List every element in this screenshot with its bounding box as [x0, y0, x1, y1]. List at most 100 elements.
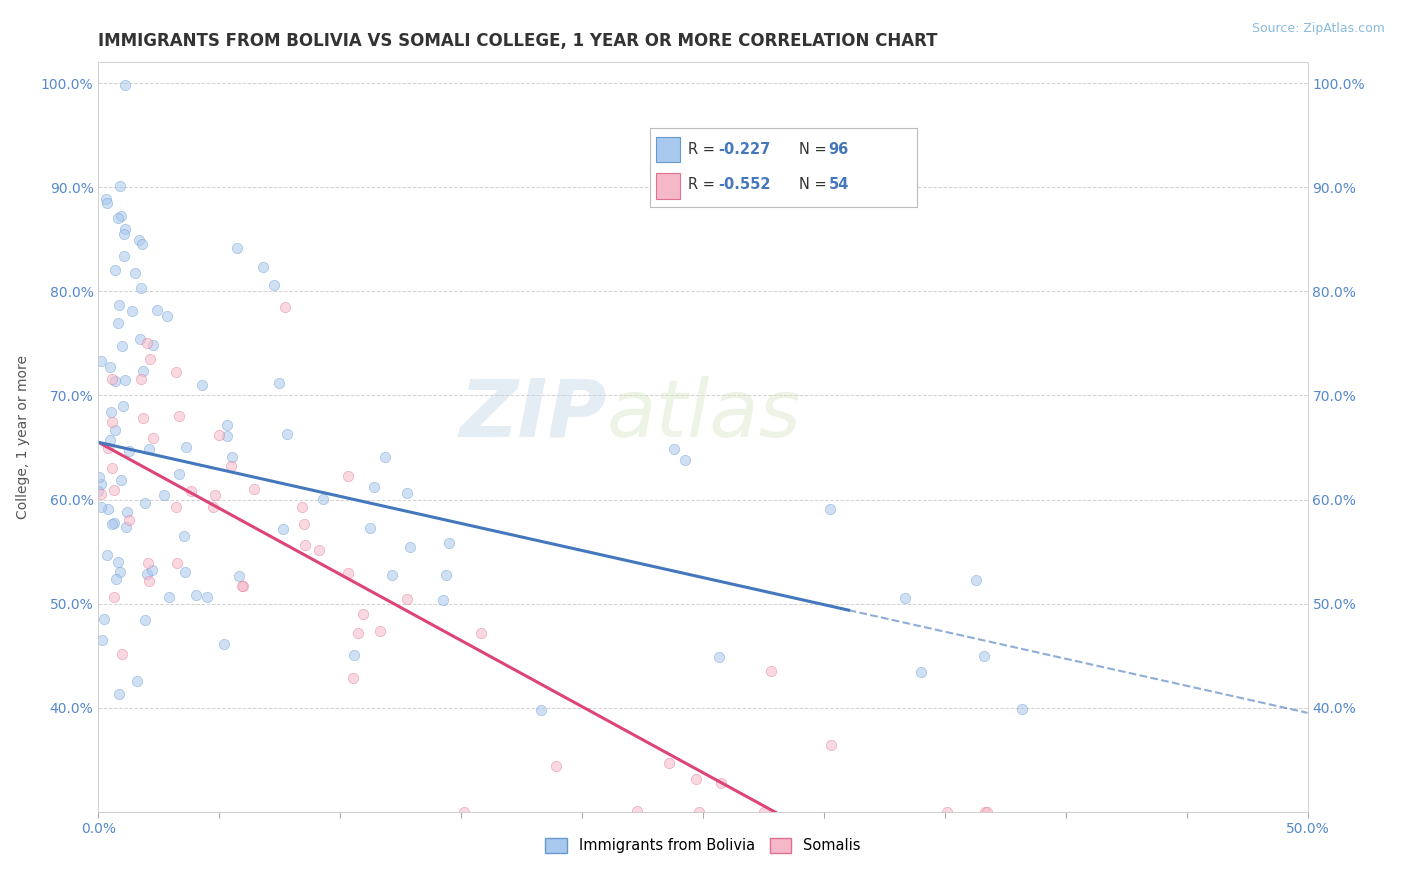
Point: [136, 335, 159, 350]
Point: [101, 415, 124, 429]
Point: [107, 555, 129, 569]
Point: [191, 378, 214, 392]
Point: [103, 483, 125, 497]
Point: [752, 805, 775, 819]
Point: [308, 543, 330, 558]
Point: [225, 241, 247, 255]
Point: [100, 405, 122, 419]
Point: [544, 758, 567, 772]
Point: [685, 772, 707, 786]
Point: [136, 566, 159, 581]
Point: [124, 266, 146, 280]
Point: [292, 516, 315, 531]
Point: [759, 665, 782, 679]
Point: [104, 374, 127, 388]
Point: [94, 192, 117, 206]
Point: [110, 565, 132, 579]
Point: [127, 673, 149, 688]
Point: [336, 566, 359, 580]
Point: [146, 303, 169, 318]
Point: [204, 488, 226, 502]
Point: [214, 637, 236, 651]
Point: [134, 496, 156, 510]
Point: [138, 352, 160, 367]
Point: [112, 227, 135, 241]
Point: [1011, 701, 1033, 715]
Point: [439, 536, 461, 550]
Point: [103, 590, 125, 604]
Point: [101, 461, 124, 475]
Point: [347, 626, 370, 640]
Point: [90, 500, 112, 514]
Point: [111, 339, 134, 353]
Point: [96, 548, 118, 562]
Point: [141, 563, 163, 577]
Point: [128, 332, 150, 346]
Point: [128, 233, 150, 247]
Text: IMMIGRANTS FROM BOLIVIA VS SOMALI COLLEGE, 1 YEAR OR MORE CORRELATION CHART: IMMIGRANTS FROM BOLIVIA VS SOMALI COLLEG…: [98, 32, 938, 50]
Point: [434, 568, 457, 582]
Point: [184, 588, 207, 602]
Point: [111, 647, 134, 661]
Point: [90, 353, 112, 368]
Point: [90, 477, 112, 491]
Point: [252, 260, 274, 275]
Point: [820, 738, 842, 752]
Point: [271, 522, 294, 536]
Point: [114, 222, 136, 236]
Bar: [657, 173, 681, 199]
Point: [138, 442, 160, 456]
Point: [173, 528, 195, 542]
Bar: [657, 137, 681, 162]
Point: [965, 573, 987, 587]
Point: [96, 195, 118, 210]
Point: [87, 484, 110, 499]
Point: [202, 500, 225, 515]
Text: R =: R =: [689, 142, 720, 157]
Point: [626, 804, 648, 818]
Point: [132, 364, 155, 378]
Point: [90, 632, 112, 647]
Point: [157, 591, 180, 605]
Point: [165, 500, 187, 514]
Point: [97, 502, 120, 516]
Point: [107, 298, 129, 312]
Point: [142, 431, 165, 445]
Point: [243, 482, 266, 496]
Point: [530, 703, 553, 717]
Point: [342, 671, 364, 685]
Point: [108, 687, 131, 701]
Point: [936, 805, 959, 819]
Point: [114, 373, 136, 387]
Point: [232, 579, 254, 593]
Point: [363, 480, 385, 494]
Point: [180, 483, 202, 498]
Point: [131, 237, 153, 252]
Point: [117, 505, 139, 519]
Point: [112, 250, 135, 264]
Point: [166, 557, 188, 571]
Point: [664, 442, 686, 456]
Text: 54: 54: [828, 178, 849, 193]
Point: [118, 444, 141, 458]
Point: [688, 805, 710, 819]
Point: [276, 426, 298, 441]
Point: [165, 365, 187, 379]
Point: [118, 513, 141, 527]
Point: [291, 500, 314, 515]
Text: N =: N =: [799, 178, 831, 193]
Point: [709, 650, 731, 665]
Point: [167, 409, 190, 423]
Point: [453, 805, 475, 819]
Point: [136, 557, 159, 571]
Point: [110, 474, 132, 488]
Point: [217, 417, 239, 432]
Point: [174, 440, 197, 454]
Text: Source: ZipAtlas.com: Source: ZipAtlas.com: [1251, 22, 1385, 36]
Point: [107, 316, 129, 330]
Point: [396, 486, 419, 500]
Point: [231, 579, 253, 593]
Point: [221, 459, 243, 474]
Point: [107, 211, 129, 225]
Point: [974, 805, 997, 819]
